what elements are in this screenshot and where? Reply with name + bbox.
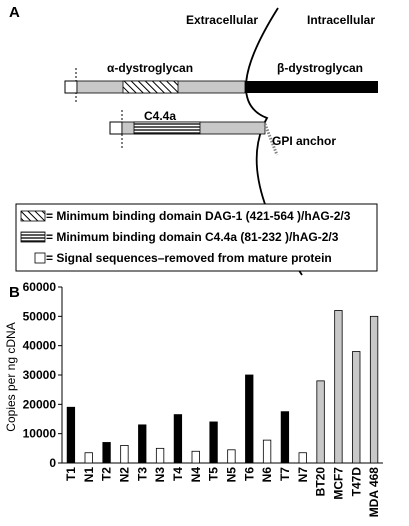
bar-n6 bbox=[262, 439, 272, 464]
panel-a-label: A bbox=[9, 4, 20, 21]
y-tick-label: 10000 bbox=[23, 427, 57, 441]
x-tick-label: N7 bbox=[296, 467, 310, 483]
bar-n5 bbox=[227, 449, 236, 464]
bar-n3 bbox=[155, 447, 165, 464]
x-tick-label: T7 bbox=[278, 467, 292, 481]
x-tick-label: BT20 bbox=[314, 467, 328, 497]
legend-text-dag1: = Minimum binding domain DAG-1 (421-564 … bbox=[46, 209, 351, 223]
c44a-label: C4.4a bbox=[144, 109, 176, 123]
x-tick-label: N2 bbox=[117, 467, 131, 483]
legend-swatch-open-box bbox=[34, 252, 46, 264]
extracellular-label: Extracellular bbox=[186, 13, 258, 27]
alpha-dystroglycan-label: α-dystroglycan bbox=[107, 61, 193, 75]
bar-t4 bbox=[173, 414, 183, 464]
x-tick-label: T1 bbox=[64, 467, 78, 481]
c44a-binding-domain bbox=[133, 121, 201, 135]
legend-swatch-horizontal-lines bbox=[20, 231, 46, 243]
bar-n7 bbox=[298, 452, 307, 464]
x-tick-label: T3 bbox=[135, 467, 149, 481]
dag1-binding-domain bbox=[122, 80, 179, 94]
bar-t1 bbox=[66, 406, 76, 464]
bar-t7 bbox=[280, 411, 290, 464]
x-tick-label: N1 bbox=[82, 467, 96, 483]
dg-signal-sequence-box bbox=[64, 80, 78, 94]
legend-swatch-diagonal-hatch bbox=[20, 210, 46, 222]
bar-t6 bbox=[245, 374, 254, 464]
intracellular-label: Intracellular bbox=[307, 13, 375, 27]
bar-n2 bbox=[120, 444, 129, 464]
legend-text-signal: = Signal sequences–removed from mature p… bbox=[46, 251, 332, 265]
bar-t3 bbox=[138, 424, 147, 464]
y-tick-label: 20000 bbox=[23, 397, 57, 411]
y-axis-label: Copies per ng cDNA bbox=[4, 322, 18, 431]
y-tick-label: 40000 bbox=[23, 339, 57, 353]
bar-mcf7 bbox=[334, 310, 343, 464]
x-tick-label: T4 bbox=[171, 467, 185, 481]
y-tick-label: 0 bbox=[49, 456, 56, 470]
x-tick-label: N3 bbox=[153, 467, 167, 483]
bar-t2 bbox=[102, 442, 111, 464]
x-tick-label: T2 bbox=[100, 467, 114, 481]
x-tick-label: T47D bbox=[349, 467, 363, 497]
legend-text-c44a: = Minimum binding domain C4.4a (81-232 )… bbox=[46, 230, 339, 244]
c44a-signal-sequence-box bbox=[109, 121, 123, 135]
y-tick-label: 30000 bbox=[23, 368, 57, 382]
x-tick-label: T6 bbox=[242, 467, 256, 481]
x-tick-label: N5 bbox=[224, 467, 238, 483]
legend-box bbox=[15, 203, 378, 272]
y-tick-label: 50000 bbox=[23, 309, 57, 323]
bar-bt20 bbox=[316, 380, 325, 464]
panel-b-label: B bbox=[9, 284, 20, 301]
y-tick-label: 60000 bbox=[23, 280, 57, 294]
bar-n4 bbox=[191, 450, 200, 464]
beta-dystroglycan-bar bbox=[245, 81, 378, 93]
x-tick-label: N6 bbox=[260, 467, 274, 483]
beta-dystroglycan-label: β-dystroglycan bbox=[277, 61, 363, 75]
bar-t47d bbox=[352, 351, 361, 464]
x-tick-label: N4 bbox=[189, 467, 203, 483]
bar-n1 bbox=[84, 452, 93, 464]
bar-chart: 0 10000 20000 30000 40000 50000 60000 T1 N1 T2 N2 T… bbox=[23, 280, 383, 517]
gpi-anchor-label: GPI anchor bbox=[272, 134, 336, 148]
bar-mda-468 bbox=[369, 315, 379, 464]
bar-t5 bbox=[209, 421, 218, 464]
x-tick-label: MCF7 bbox=[331, 467, 345, 500]
gpi-anchor bbox=[263, 123, 279, 156]
x-tick-label: T5 bbox=[207, 467, 221, 481]
x-tick-label: MDA 468 bbox=[367, 467, 381, 518]
